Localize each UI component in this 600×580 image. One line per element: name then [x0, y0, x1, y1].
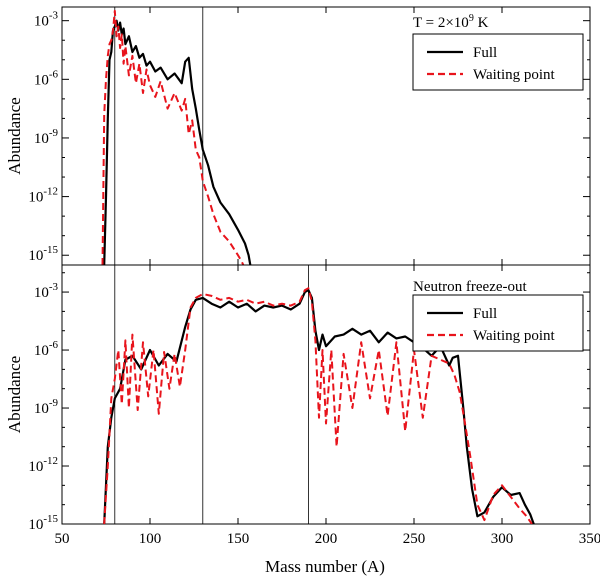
bottom-y-axis-label: Abundance [5, 356, 24, 433]
x-tick-label: 350 [579, 531, 600, 547]
top-y-axis-label: Abundance [5, 97, 24, 174]
bottom-y-tick-label: 10-3 [34, 281, 59, 301]
top-y-tick-label: 10-6 [34, 68, 59, 88]
bottom-y-tick-label: 10-9 [34, 397, 59, 417]
top-y-tick-label: 10-15 [28, 244, 58, 264]
top-y-tick-label: 10-9 [34, 127, 59, 147]
bottom-series-waiting-point [103, 287, 533, 524]
top-legend-frame [412, 33, 584, 91]
x-tick-label: 150 [227, 531, 250, 547]
bottom-y-tick-label: 10-15 [28, 513, 58, 533]
bottom-legend: Full Waiting point [412, 294, 584, 352]
x-tick-label: 200 [315, 531, 338, 547]
bottom-series-full [103, 289, 535, 524]
top-legend-label: Waiting point [473, 67, 556, 83]
bottom-annotation: Neutron freeze-out [413, 279, 528, 295]
top-series-group [101, 9, 252, 265]
x-axis-label: Mass number (A) [265, 557, 385, 576]
panel-top: 10-3 10-6 10-9 10-12 10-15 Abundance T = 2×109… [5, 6, 591, 266]
top-y-tick-label: 10-12 [28, 186, 58, 206]
bottom-legend-label: Full [473, 306, 497, 322]
x-tick-label: 250 [403, 531, 426, 547]
bottom-y-tick-label: 10-12 [28, 455, 58, 475]
x-tick-label: 100 [139, 531, 162, 547]
panel-bottom: 50 100 150 200 250 300 350 10-3 10-6 10-9 10-12 10-… [5, 264, 600, 547]
bottom-legend-label: Waiting point [473, 328, 556, 344]
top-legend: Full Waiting point [412, 33, 584, 91]
x-tick-label: 300 [491, 531, 514, 547]
top-series-waiting-point [101, 9, 245, 265]
top-annotation: T = 2×109 K [413, 13, 489, 31]
top-y-tick-label: 10-3 [34, 10, 59, 30]
x-tick-label: 50 [55, 531, 70, 547]
top-series-full [103, 19, 252, 265]
bottom-series-group [103, 287, 535, 524]
bottom-legend-frame [412, 294, 584, 352]
bottom-y-tick-label: 10-6 [34, 339, 59, 359]
top-legend-label: Full [473, 45, 497, 61]
